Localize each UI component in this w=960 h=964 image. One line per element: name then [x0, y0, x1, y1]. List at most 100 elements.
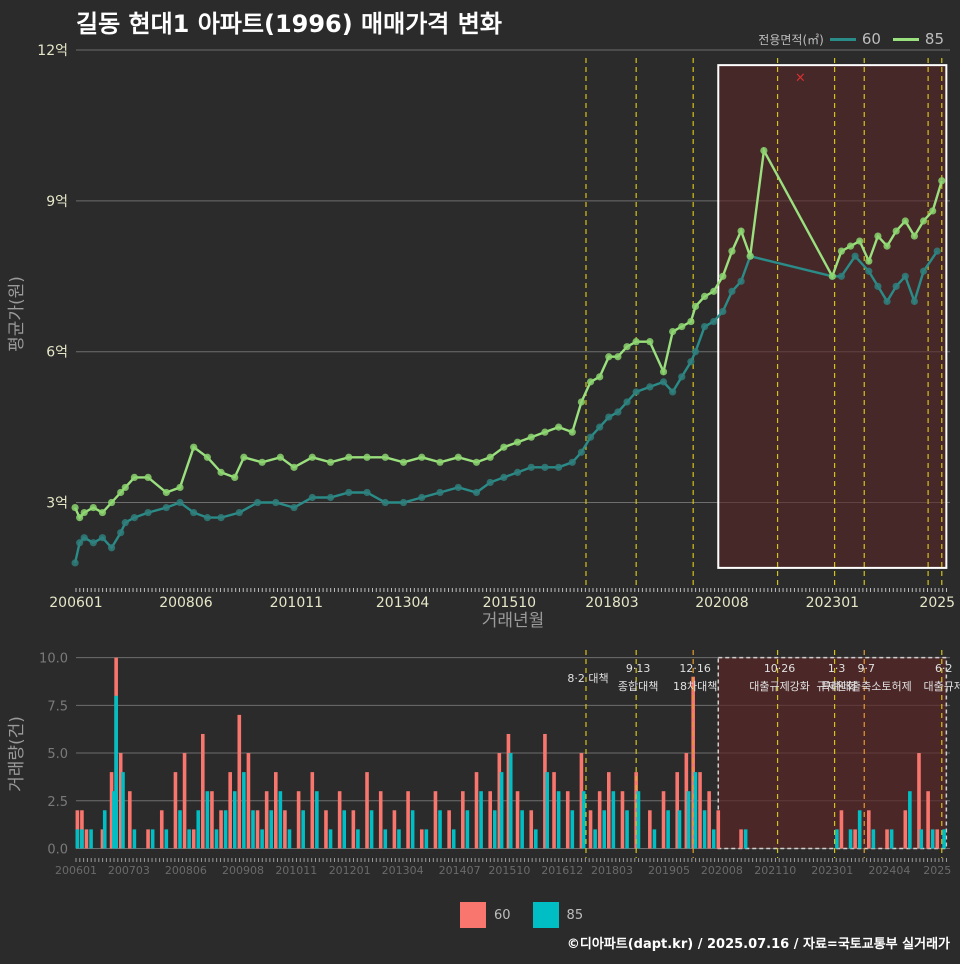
volume-bar-85: [102, 810, 107, 849]
price-ytick-label: 9억: [46, 194, 68, 210]
volume-bar-85: [178, 810, 182, 849]
volume-bar-60: [579, 753, 584, 849]
volume-bar-60: [885, 829, 889, 849]
volume-bar-85: [702, 810, 707, 849]
volume-bar-85: [520, 810, 524, 849]
price-point-60: [851, 252, 859, 260]
volume-bar-60: [283, 810, 287, 849]
volume-bar-60: [433, 791, 438, 849]
volume-xtick-label: 202404: [868, 864, 910, 877]
volume-bar-85: [492, 810, 497, 849]
volume-bar-85: [465, 810, 470, 849]
price-point-85: [577, 398, 586, 406]
price-point-60: [874, 282, 882, 290]
volume-bar-85: [581, 791, 586, 849]
volume-bar-85: [593, 829, 597, 849]
price-point-85: [176, 483, 184, 492]
volume-bar-60: [246, 753, 251, 849]
price-point-60: [710, 317, 718, 326]
volume-xtick-label: 200806: [165, 864, 207, 877]
price-point-85: [240, 453, 248, 461]
volume-bar-85: [693, 772, 698, 849]
volume-xtick-label: 202301: [811, 864, 853, 877]
price-point-60: [98, 534, 107, 542]
price-point-85: [910, 232, 919, 240]
policy-label-name: 규제완화: [816, 680, 856, 693]
price-point-60: [272, 498, 280, 507]
price-point-85: [80, 508, 88, 517]
price-point-60: [719, 307, 727, 316]
price-point-60: [513, 468, 522, 476]
volume-bar-85: [857, 810, 862, 849]
price-point-60: [345, 488, 353, 497]
price-point-85: [326, 458, 335, 466]
price-point-60: [454, 483, 462, 492]
policy-label-date: 1·3: [828, 662, 846, 675]
price-point-85: [472, 458, 481, 466]
price-point-85: [399, 458, 408, 466]
volume-bar-60: [497, 753, 502, 849]
volume-bar-85: [919, 829, 924, 849]
volume-bar-60: [588, 810, 593, 849]
price-point-85: [828, 272, 836, 280]
volume-bar-60: [173, 772, 178, 849]
price-point-60: [669, 388, 677, 396]
volume-bar-60: [182, 753, 187, 849]
legend-top: 전용면적(㎡) 60 85: [758, 30, 950, 48]
volume-bar-60: [296, 791, 301, 849]
price-point-60: [919, 267, 928, 275]
volume-bar-60: [324, 810, 328, 849]
volume-xtick-label: 201510: [488, 864, 530, 877]
price-point-60: [901, 272, 909, 280]
price-point-60: [527, 463, 535, 471]
volume-xtick-label: 2025: [923, 864, 951, 877]
volume-bar-85: [196, 810, 201, 849]
price-point-60: [381, 498, 389, 507]
volume-bar-60: [606, 772, 611, 849]
price-point-85: [874, 232, 882, 240]
price-point-85: [883, 242, 891, 250]
legend-bottom-label-85: 85: [566, 907, 584, 923]
volume-bar-85: [205, 791, 210, 849]
price-point-85: [107, 498, 116, 507]
price-point-85: [568, 428, 576, 436]
price-point-60: [130, 514, 138, 522]
price-point-60: [162, 503, 170, 512]
price-yaxis-title: 평균가(원): [7, 276, 27, 352]
volume-bar-60: [392, 810, 397, 849]
price-line-85: [74, 146, 943, 520]
price-ytick-label: 3억: [46, 496, 68, 512]
price-point-60: [418, 493, 426, 502]
volume-bar-85: [342, 810, 347, 849]
volume-xtick-label: 202008: [701, 864, 743, 877]
volume-bar-60: [447, 810, 451, 849]
volume-bar-85: [132, 829, 137, 849]
price-point-85: [596, 373, 604, 381]
volume-bar-85: [410, 810, 415, 849]
price-point-85: [203, 453, 211, 461]
price-point-85: [623, 343, 631, 351]
volume-bar-60: [228, 772, 232, 849]
price-point-85: [454, 453, 462, 461]
price-point-85: [513, 438, 522, 446]
volume-bar-60: [903, 810, 908, 849]
price-point-60: [89, 539, 97, 547]
volume-bar-85: [89, 829, 93, 849]
volume-bar-60: [255, 810, 260, 849]
price-point-60: [363, 488, 371, 497]
price-point-85: [555, 423, 563, 431]
policy-label-name: 종합대책: [618, 680, 658, 693]
volume-bar-60: [201, 733, 205, 849]
volume-bar-85: [121, 772, 125, 849]
price-ytick-label: 12억: [37, 43, 68, 59]
volume-bar-60: [488, 791, 492, 849]
volume-bar-60: [406, 791, 410, 849]
price-point-60: [614, 408, 622, 416]
policy-label-date: 10·26: [764, 662, 796, 675]
price-point-60: [623, 398, 631, 406]
volume-bar-60: [146, 829, 150, 849]
volume-bar-60: [853, 829, 857, 849]
price-point-85: [687, 317, 695, 326]
price-point-85: [258, 458, 266, 466]
price-point-85: [217, 468, 225, 476]
